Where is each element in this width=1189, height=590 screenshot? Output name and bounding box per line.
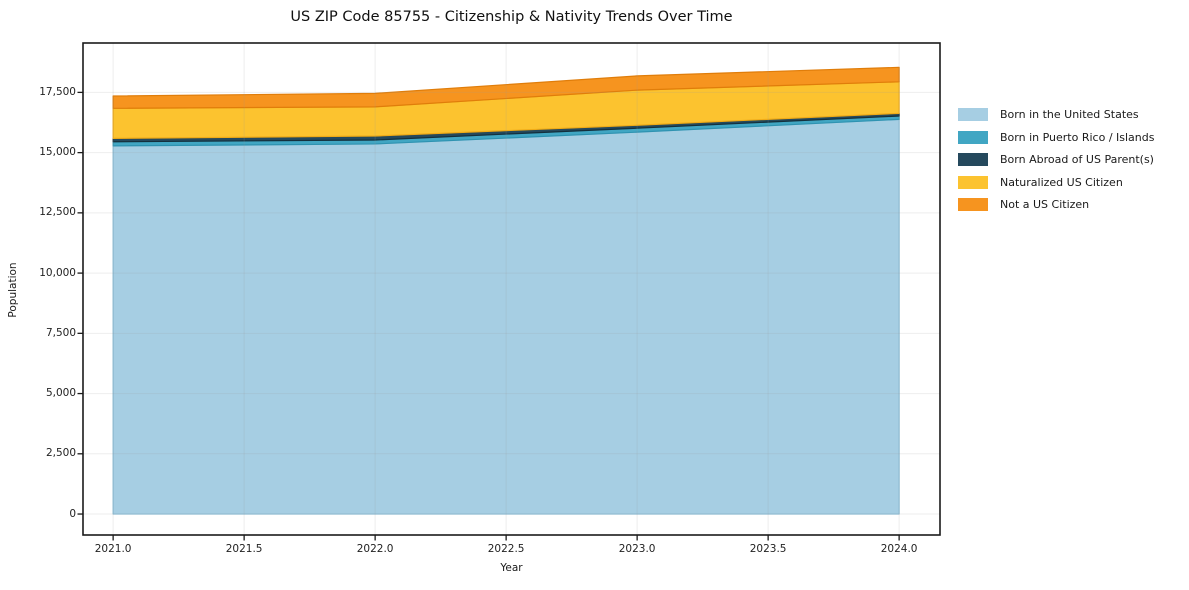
x-tick-label-1: 2021.5 [225, 543, 263, 555]
x-tick-label-5: 2023.5 [749, 543, 787, 555]
x-tick-label-4: 2023.0 [618, 543, 656, 555]
y-tick-label-5: 12,500 [39, 206, 76, 219]
legend-label: Naturalized US Citizen [1000, 175, 1123, 189]
legend-item-0: Born in the United States [958, 108, 1154, 121]
y-axis-title: Population [7, 262, 19, 318]
legend-label: Born in the United States [1000, 108, 1139, 121]
legend: Born in the United States Born in Puerto … [958, 108, 1154, 221]
legend-swatch-icon [958, 198, 988, 211]
legend-label: Born Abroad of US Parent(s) [1000, 153, 1154, 166]
y-tick-label-2: 5,000 [45, 387, 76, 400]
x-tick-label-3: 2022.5 [487, 543, 525, 555]
x-tick-label-6: 2024.0 [880, 543, 918, 555]
chart-title: US ZIP Code 85755 - Citizenship & Nativi… [290, 9, 733, 25]
x-tick-label-0: 2021.0 [94, 543, 132, 555]
legend-item-2: Born Abroad of US Parent(s) [958, 153, 1154, 166]
area-band-4 [112, 66, 900, 109]
y-tick-label-3: 7,500 [45, 326, 76, 339]
legend-swatch-icon [958, 153, 988, 166]
legend-item-1: Born in Puerto Rico / Islands [958, 130, 1155, 144]
legend-swatch-icon [958, 175, 988, 189]
plot-border [82, 42, 941, 536]
legend-item-4: Not a US Citizen [958, 198, 1154, 211]
y-tick-label-6: 15,000 [39, 146, 76, 159]
legend-label: Born in Puerto Rico / Islands [1000, 130, 1155, 144]
y-tick-label-1: 2,500 [45, 447, 76, 460]
y-tick-label-7: 17,500 [39, 85, 76, 98]
legend-label: Not a US Citizen [1000, 198, 1090, 211]
y-tick-label-4: 10,000 [39, 266, 76, 279]
x-tick-label-2: 2022.0 [356, 543, 394, 555]
legend-swatch-icon [958, 108, 988, 121]
x-axis-title: Year [500, 562, 523, 574]
legend-item-3: Naturalized US Citizen [958, 175, 1154, 189]
legend-swatch-icon [958, 130, 988, 144]
y-tick-label-0: 0 [69, 507, 76, 520]
